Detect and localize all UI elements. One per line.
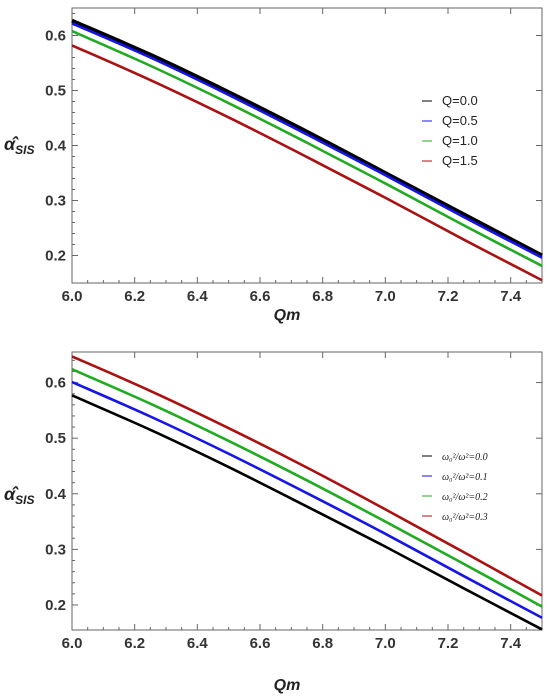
legend-label: ω₀²/ω²=0.0 bbox=[442, 452, 488, 463]
y-tick-label: 0.6 bbox=[45, 375, 66, 392]
series-line-4 bbox=[71, 44, 543, 282]
legend-label: Q=0.5 bbox=[442, 113, 478, 128]
legend-label: ω₀²/ω²=0.2 bbox=[442, 492, 488, 503]
y-axis-label: α̂SIS bbox=[4, 484, 35, 507]
x-tick-label: 6.2 bbox=[124, 288, 145, 305]
series-line-2 bbox=[71, 22, 543, 259]
y-axis-label: α̂SIS bbox=[4, 134, 35, 157]
series-line-1 bbox=[71, 18, 543, 258]
series-line-3 bbox=[71, 29, 543, 268]
x-tick-label: 6.0 bbox=[62, 288, 83, 305]
x-tick-label: 7.2 bbox=[438, 635, 459, 652]
chart-panel-2: 6.0 6.2 6.4 6.6 6.8 7.0 7.2 7.4 0.2 0.3 0.4 0.5 0.6 ω… bbox=[4, 351, 543, 694]
legend-label: Q=1.0 bbox=[442, 133, 478, 148]
y-tick-label: 0.3 bbox=[45, 193, 66, 210]
series-line-4 bbox=[71, 355, 543, 597]
y-axis-label-subscript: SIS bbox=[15, 493, 34, 507]
chart-panel-1: 6.0 6.2 6.4 6.6 6.8 7.0 7.2 7.4 0.2 0.3 0.4 0.5 0.6 Q… bbox=[4, 7, 543, 324]
x-axis-label: Qm bbox=[274, 307, 301, 324]
legend-label: Q=1.5 bbox=[442, 153, 478, 168]
y-tick-label: 0.4 bbox=[45, 138, 67, 155]
y-tick-label: 0.2 bbox=[45, 248, 66, 265]
x-tick-label: 7.0 bbox=[375, 288, 396, 305]
x-tick-label: 7.0 bbox=[375, 635, 396, 652]
legend: Q=0.0 Q=0.5 Q=1.0 Q=1.5 bbox=[422, 93, 478, 168]
y-axis-label-subscript: SIS bbox=[15, 143, 34, 157]
y-tick-label: 0.5 bbox=[45, 83, 66, 100]
y-tick-label: 0.5 bbox=[45, 430, 66, 447]
x-tick-label: 6.2 bbox=[124, 635, 145, 652]
x-tick-label: 7.2 bbox=[438, 288, 459, 305]
y-tick-label: 0.4 bbox=[45, 486, 67, 503]
x-tick-label: 6.4 bbox=[187, 635, 209, 652]
x-tick-label: 6.0 bbox=[62, 635, 83, 652]
x-tick-label: 6.8 bbox=[312, 288, 333, 305]
legend: ω₀²/ω²=0.0 ω₀²/ω²=0.1 ω₀²/ω²=0.2 ω₀²/ω²=0.3 bbox=[422, 452, 488, 523]
y-tick-label: 0.3 bbox=[45, 541, 66, 558]
series-line-3 bbox=[71, 368, 543, 608]
legend-label: ω₀²/ω²=0.1 bbox=[442, 472, 488, 483]
x-tick-label: 6.6 bbox=[250, 288, 271, 305]
x-tick-label: 6.6 bbox=[250, 635, 271, 652]
x-tick-label: 6.4 bbox=[187, 288, 209, 305]
x-tick-label: 6.8 bbox=[312, 635, 333, 652]
y-tick-label: 0.2 bbox=[45, 597, 66, 614]
legend-label: Q=0.0 bbox=[442, 93, 478, 108]
plot-frame bbox=[71, 351, 543, 631]
legend-label: ω₀²/ω²=0.3 bbox=[442, 512, 488, 523]
y-tick-label: 0.6 bbox=[45, 28, 66, 45]
x-tick-label: 7.4 bbox=[500, 635, 522, 652]
x-tick-label: 7.4 bbox=[500, 288, 522, 305]
series-line-1 bbox=[71, 394, 543, 631]
x-axis-label: Qm bbox=[274, 677, 301, 694]
series-line-2 bbox=[71, 380, 543, 619]
